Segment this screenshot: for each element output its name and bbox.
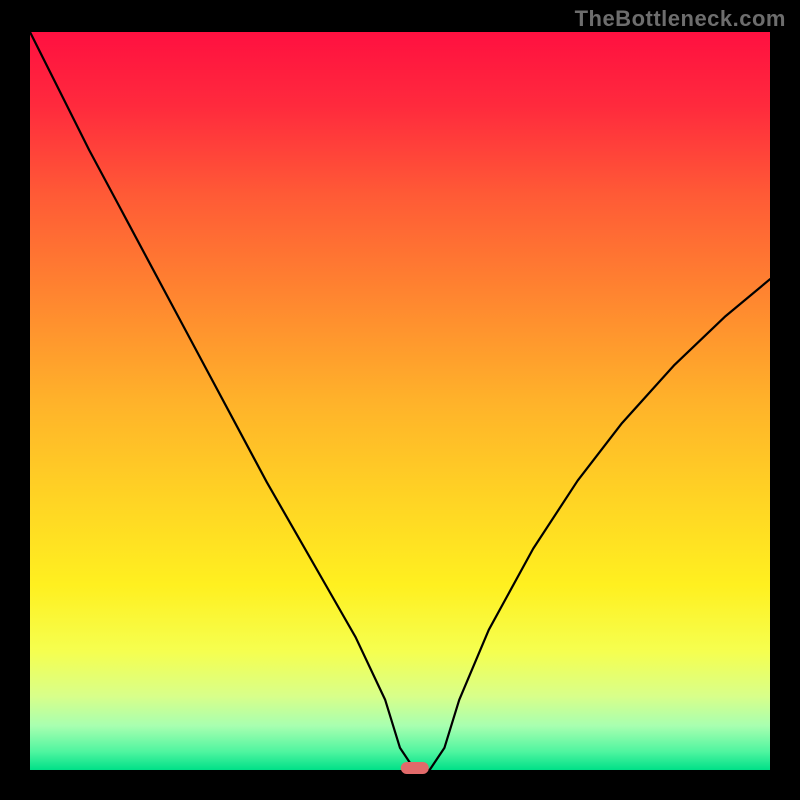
watermark-text: TheBottleneck.com (575, 6, 786, 32)
chart-svg (0, 0, 800, 800)
gradient-plot-area (30, 32, 770, 770)
chart-root: TheBottleneck.com (0, 0, 800, 800)
optimal-marker (401, 762, 429, 774)
